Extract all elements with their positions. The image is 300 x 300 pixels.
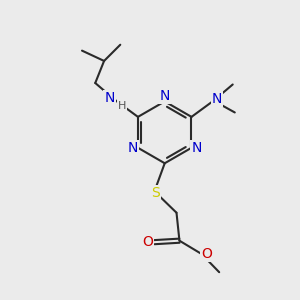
Text: N: N — [192, 141, 202, 155]
Text: N: N — [104, 91, 115, 105]
Text: S: S — [152, 186, 160, 200]
Text: N: N — [160, 89, 170, 103]
Text: O: O — [142, 235, 153, 249]
Text: N: N — [128, 141, 138, 155]
Text: O: O — [201, 247, 212, 261]
Text: H: H — [118, 101, 127, 111]
Text: N: N — [212, 92, 222, 106]
